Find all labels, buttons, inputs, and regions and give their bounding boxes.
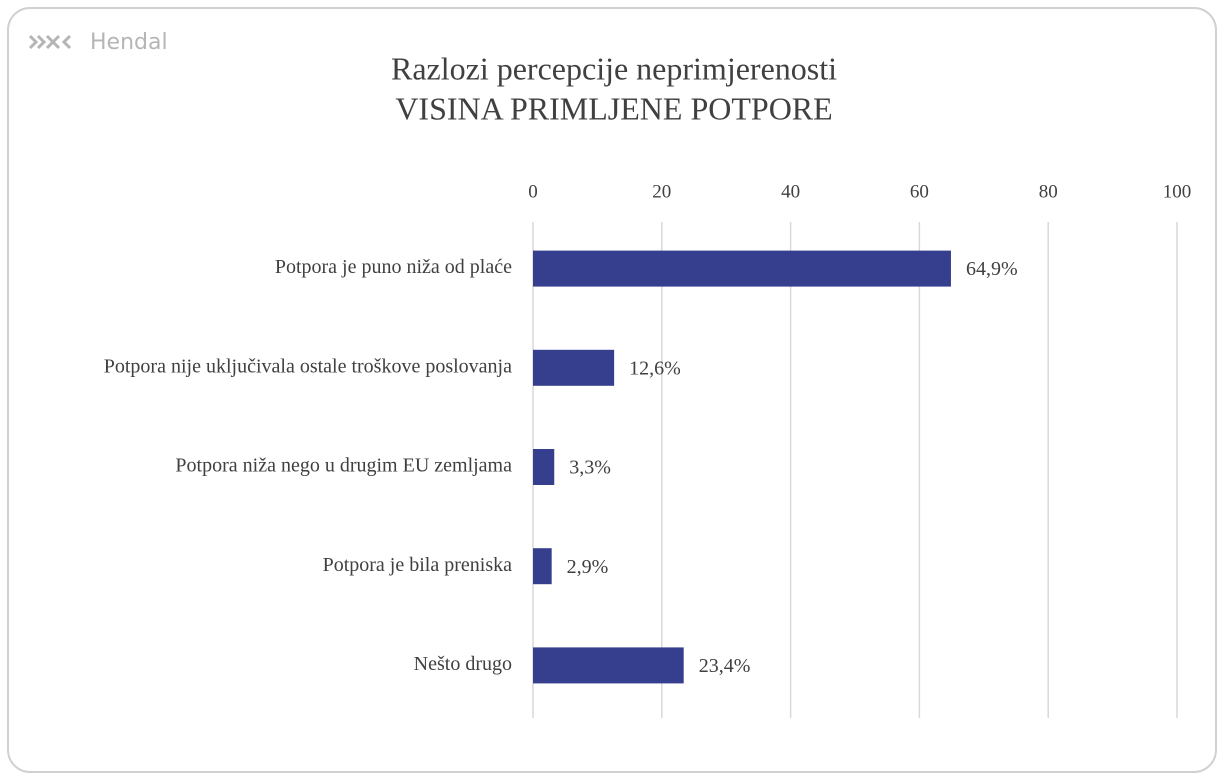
y-tick-label: Potpora niža nego u drugim EU zemljama bbox=[175, 455, 512, 477]
x-tick-label: 20 bbox=[652, 181, 671, 202]
value-label: 12,6% bbox=[629, 357, 681, 379]
value-label: 64,9% bbox=[966, 258, 1018, 280]
bar bbox=[533, 647, 684, 684]
y-tick-label: Potpora je puno niža od plaće bbox=[275, 256, 512, 278]
bar bbox=[533, 250, 951, 287]
value-label: 3,3% bbox=[569, 457, 611, 479]
brand: Hendal bbox=[90, 30, 168, 55]
bar bbox=[533, 548, 552, 585]
x-tick-label: 80 bbox=[1039, 181, 1058, 202]
y-tick-label: Nešto drugo bbox=[414, 653, 512, 675]
frame bbox=[7, 7, 1217, 773]
x-tick-label: 0 bbox=[528, 181, 538, 202]
bar bbox=[533, 349, 615, 386]
y-tick-label: Potpora nije uključivala ostale troškove… bbox=[104, 355, 512, 377]
x-tick-label: 100 bbox=[1163, 181, 1192, 202]
x-tick-label: 60 bbox=[910, 181, 929, 202]
x-tick-label: 40 bbox=[781, 181, 800, 202]
chart-subtitle: VISINA PRIMLJENE POTPORE bbox=[395, 90, 832, 126]
bar bbox=[533, 449, 555, 485]
y-tick-label: Potpora je bila preniska bbox=[323, 554, 513, 576]
brand-logo bbox=[28, 34, 72, 50]
chart-title: Razlozi percepcije neprimjerenosti bbox=[391, 50, 837, 86]
value-label: 23,4% bbox=[699, 655, 751, 677]
value-label: 2,9% bbox=[567, 556, 609, 578]
